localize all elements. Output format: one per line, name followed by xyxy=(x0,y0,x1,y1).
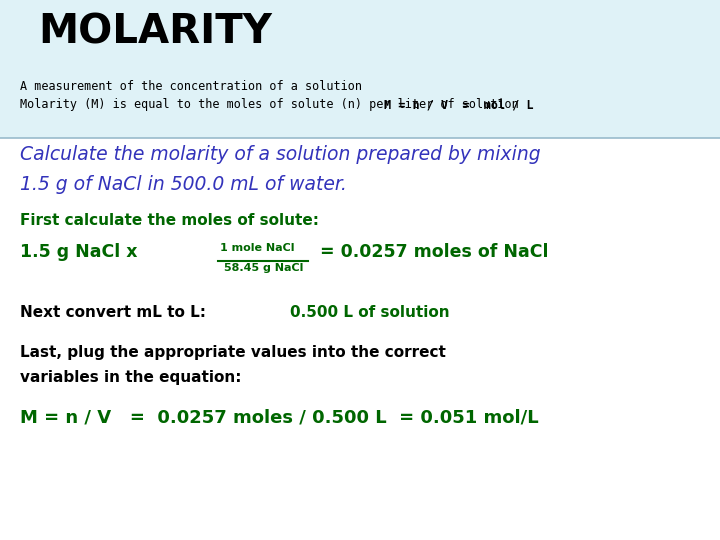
Text: M = n / V   =  0.0257 moles / 0.500 L  = 0.051 mol/L: M = n / V = 0.0257 moles / 0.500 L = 0.0… xyxy=(20,408,539,426)
Text: 1 mole NaCl: 1 mole NaCl xyxy=(220,243,294,253)
Text: A measurement of the concentration of a solution: A measurement of the concentration of a … xyxy=(20,80,362,93)
Bar xyxy=(0,0,720,138)
Text: MOLARITY: MOLARITY xyxy=(38,12,272,52)
Text: 1.5 g of NaCl in 500.0 mL of water.: 1.5 g of NaCl in 500.0 mL of water. xyxy=(20,175,347,194)
Text: Last, plug the appropriate values into the correct: Last, plug the appropriate values into t… xyxy=(20,345,446,360)
Bar xyxy=(0,138,720,540)
Text: variables in the equation:: variables in the equation: xyxy=(20,370,241,385)
Text: 58.45 g NaCl: 58.45 g NaCl xyxy=(224,263,303,273)
Text: 1.5 g NaCl x: 1.5 g NaCl x xyxy=(20,243,138,261)
Text: 0.500 L of solution: 0.500 L of solution xyxy=(290,305,449,320)
Text: = 0.0257 moles of NaCl: = 0.0257 moles of NaCl xyxy=(320,243,549,261)
Text: Calculate the molarity of a solution prepared by mixing: Calculate the molarity of a solution pre… xyxy=(20,145,541,164)
Text: Molarity (M) is equal to the moles of solute (n) per liter of solution: Molarity (M) is equal to the moles of so… xyxy=(20,98,526,111)
Text: Next convert mL to L:: Next convert mL to L: xyxy=(20,305,206,320)
Text: First calculate the moles of solute:: First calculate the moles of solute: xyxy=(20,213,319,228)
Text: M = n / V  =  mol / L: M = n / V = mol / L xyxy=(384,98,533,111)
